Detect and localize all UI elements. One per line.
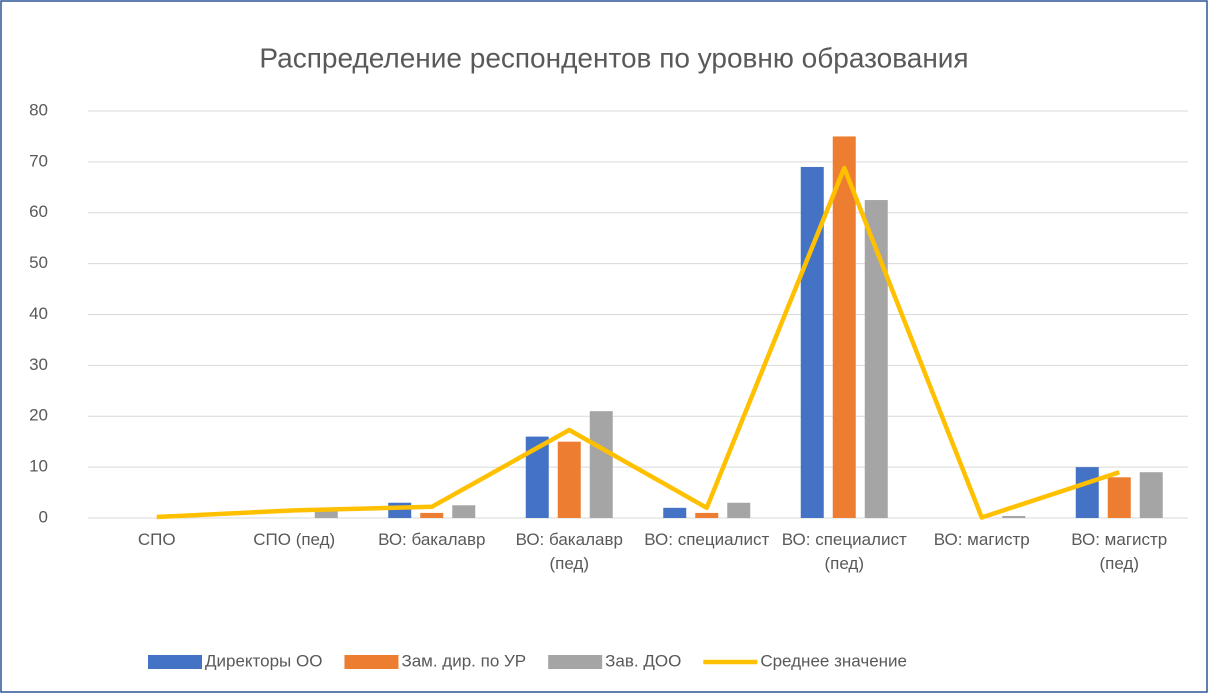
x-tick-label: ВО: специалист (пед) [781, 530, 907, 573]
chart-title: Распределение респондентов по уровню обр… [259, 42, 968, 73]
legend-swatch [344, 655, 399, 669]
y-tick-label: 20 [29, 406, 48, 425]
bar [864, 200, 888, 518]
y-tick-label: 80 [29, 100, 48, 119]
x-tick-label: ВО: магистр [933, 530, 1030, 549]
y-tick-label: 10 [29, 457, 48, 476]
y-tick-label: 40 [29, 304, 48, 323]
y-tick-label: 0 [39, 507, 48, 526]
bar [1075, 467, 1099, 518]
legend-swatch [548, 655, 603, 669]
bar [388, 502, 412, 518]
bar [1002, 515, 1026, 518]
bar [420, 512, 444, 518]
line-series [156, 165, 1120, 520]
bar [832, 136, 856, 518]
x-tick-label: ВО: магистр (пед) [1071, 530, 1168, 573]
bar [800, 166, 824, 518]
x-tick-label: ВО: бакалавр [378, 530, 486, 549]
y-tick-label: 30 [29, 355, 48, 374]
bar [1139, 472, 1163, 518]
legend-label: Зав. ДОО [605, 651, 681, 670]
bar [525, 436, 549, 518]
bar [452, 505, 476, 518]
x-tick-label: ВО: специалист [644, 530, 770, 549]
bar [1107, 477, 1131, 518]
x-tick-label: СПО (пед) [253, 530, 336, 549]
legend-label: Директоры ОО [205, 651, 322, 670]
bar [589, 411, 613, 518]
y-tick-label: 50 [29, 253, 48, 272]
bar [314, 510, 338, 518]
legend-swatch [148, 655, 202, 669]
bar [663, 507, 687, 518]
bar [695, 512, 719, 518]
x-tick-label: СПО [137, 530, 176, 549]
bar [727, 502, 751, 518]
legend-label: Среднее значение [760, 651, 907, 670]
legend-label: Зам. дир. по УР [401, 651, 526, 670]
bar [557, 441, 581, 518]
x-tick-label: ВО: бакалавр (пед) [515, 530, 623, 573]
y-tick-label: 70 [29, 151, 48, 170]
y-tick-label: 60 [29, 202, 48, 221]
